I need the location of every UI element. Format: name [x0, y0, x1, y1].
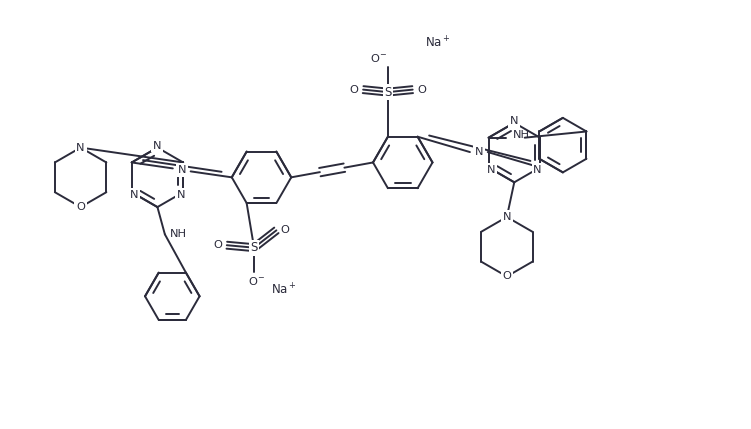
Text: O: O — [350, 85, 359, 95]
Text: N: N — [153, 141, 161, 151]
Text: Na$^+$: Na$^+$ — [271, 282, 297, 297]
Text: O: O — [417, 85, 426, 95]
Text: N: N — [487, 165, 495, 175]
Text: N: N — [130, 190, 138, 199]
Text: N: N — [502, 212, 511, 222]
Text: NH: NH — [170, 230, 187, 239]
Text: O: O — [76, 202, 85, 212]
Text: N: N — [177, 165, 186, 175]
Text: O: O — [502, 272, 511, 281]
Text: N: N — [176, 190, 185, 199]
Text: NH: NH — [513, 130, 530, 140]
Text: Na$^+$: Na$^+$ — [424, 35, 451, 50]
Text: O$^{-}$: O$^{-}$ — [369, 52, 387, 64]
Text: N: N — [510, 116, 518, 126]
Text: N: N — [77, 142, 85, 153]
Text: O: O — [213, 240, 222, 250]
Text: S: S — [250, 241, 258, 254]
Text: N: N — [475, 147, 483, 157]
Text: O: O — [281, 225, 290, 236]
Text: N: N — [533, 165, 541, 175]
Text: O$^{-}$: O$^{-}$ — [248, 275, 265, 287]
Text: S: S — [385, 86, 391, 99]
